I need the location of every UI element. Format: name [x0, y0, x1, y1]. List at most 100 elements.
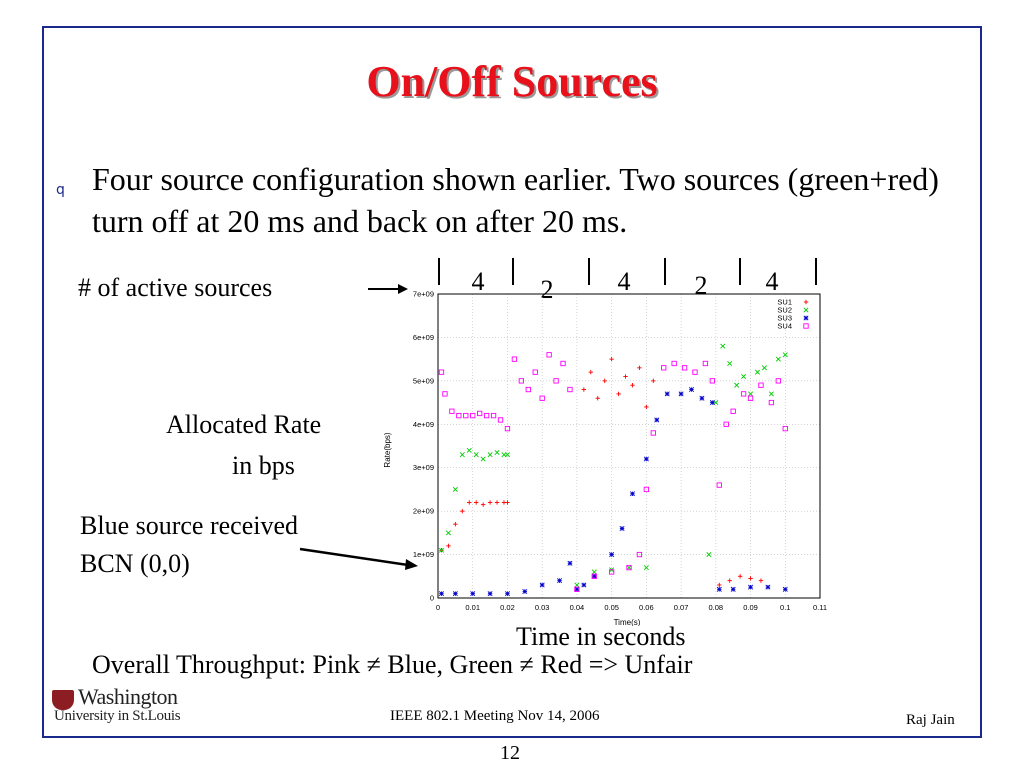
- legend-marker-su2: [803, 307, 809, 313]
- data-point-su4: [758, 382, 764, 388]
- data-point-su4: [702, 360, 709, 367]
- x-tick-label: 0.01: [465, 603, 480, 612]
- data-point-su1: [505, 500, 510, 505]
- blue-source-arrow-head: [405, 559, 418, 570]
- data-point-su4: [463, 412, 469, 419]
- data-point-su4: [567, 386, 573, 393]
- y-tick-label: 4e+09: [413, 420, 434, 429]
- y-tick-label: 7e+09: [413, 290, 434, 299]
- data-point-su2: [626, 565, 632, 571]
- data-point-su1: [453, 521, 458, 527]
- data-point-su3: [557, 578, 563, 584]
- data-point-su2: [487, 452, 493, 458]
- data-point-su4: [525, 386, 531, 393]
- x-tick-label: 0: [436, 603, 440, 612]
- university-crest-icon: [52, 690, 74, 710]
- blue-source-label-line1: Blue source received: [80, 511, 299, 540]
- data-point-su2: [748, 391, 754, 397]
- data-point-su3: [470, 591, 476, 597]
- data-point-su3: [438, 591, 444, 597]
- data-point-su3: [654, 417, 660, 423]
- y-tick-label: 0: [430, 594, 434, 603]
- allocated-rate-label-line1: Allocated Rate: [166, 410, 322, 439]
- data-point-su4: [553, 378, 559, 384]
- data-point-su3: [765, 584, 771, 590]
- x-tick-label: 0.1: [780, 603, 790, 612]
- x-tick-label: 0.05: [604, 603, 619, 612]
- data-point-su2: [591, 569, 597, 575]
- data-point-su4: [636, 551, 643, 558]
- data-point-su4: [626, 564, 632, 571]
- data-point-su2: [466, 447, 472, 453]
- data-point-su4: [740, 391, 747, 397]
- segment-count-5: 4: [765, 267, 779, 296]
- plot-border: [437, 293, 821, 599]
- data-point-su2: [438, 547, 444, 553]
- legend-marker-su4: [803, 323, 809, 329]
- data-point-su1: [644, 404, 649, 410]
- data-point-su1: [467, 500, 472, 505]
- data-point-su3: [574, 586, 580, 592]
- y-tick-label: 5e+09: [413, 376, 434, 385]
- data-point-su1: [616, 391, 621, 397]
- data-point-su1: [609, 356, 614, 362]
- segment-count-1: 4: [471, 267, 485, 296]
- data-point-su1: [460, 508, 465, 514]
- data-point-su1: [651, 378, 656, 384]
- data-point-su1: [446, 543, 451, 549]
- data-point-su1: [474, 500, 479, 505]
- active-sources-arrow-head: [398, 284, 408, 294]
- bullet-text: Four source configuration shown earlier.…: [92, 161, 939, 239]
- data-point-su4: [546, 352, 552, 358]
- university-logo: Washington University in St.Louis: [52, 684, 202, 732]
- x-tick-label: 0.09: [743, 603, 758, 612]
- logo-wordmark-line2: University in St.Louis: [54, 708, 181, 724]
- x-axis-label: Time(s): [614, 618, 641, 626]
- bullet-marker: q: [56, 182, 65, 198]
- x-tick-label: 0.03: [535, 603, 550, 612]
- data-point-su3: [748, 584, 754, 590]
- legend-label-su2: SU2: [777, 306, 792, 315]
- data-point-su4: [470, 412, 476, 419]
- series-su4: [438, 352, 788, 592]
- data-point-su4: [490, 412, 497, 419]
- rate-scatter-chart: 0 0.01 0.02 0.03 0.04 0.05 0.06 0.07 0.08 0.09 0.1…: [383, 290, 827, 627]
- data-point-su2: [706, 552, 712, 558]
- data-point-su1: [602, 378, 607, 384]
- data-point-su1: [637, 365, 642, 371]
- data-point-su4: [671, 360, 677, 367]
- y-tick-label: 3e+09: [413, 463, 434, 472]
- data-point-su4: [661, 365, 667, 371]
- segment-count-4: 2: [694, 271, 708, 300]
- data-point-su2: [761, 365, 767, 371]
- legend-label-su4: SU4: [777, 322, 792, 331]
- tick-labels: 0 0.01 0.02 0.03 0.04 0.05 0.06 0.07 0.08 0.09 0.1…: [413, 290, 827, 613]
- data-point-su3: [643, 456, 649, 462]
- data-point-su1: [623, 374, 628, 379]
- data-point-su2: [720, 343, 726, 349]
- data-point-su3: [522, 588, 528, 595]
- data-point-su1: [581, 387, 587, 392]
- data-point-su2: [741, 373, 747, 380]
- data-point-su4: [539, 395, 545, 401]
- segment-dividers: [438, 258, 817, 285]
- data-point-su1: [487, 500, 493, 505]
- data-point-su3: [487, 591, 493, 597]
- slide-title: On/Off Sources: [366, 57, 658, 106]
- data-point-su2: [504, 452, 510, 458]
- data-point-su2: [445, 530, 451, 536]
- segment-count-3: 4: [617, 267, 631, 296]
- x-tick-label: 0.06: [639, 603, 654, 612]
- data-point-su4: [768, 399, 775, 406]
- data-point-su4: [709, 378, 715, 384]
- data-point-su1: [758, 578, 764, 583]
- footer-author: Raj Jain: [906, 712, 955, 728]
- x-tick-label: 0.07: [674, 603, 689, 612]
- allocated-rate-label-line2: in bps: [232, 451, 295, 480]
- data-point-su1: [717, 582, 722, 588]
- data-point-su3: [678, 391, 684, 397]
- data-point-su2: [768, 391, 774, 397]
- data-point-su4: [716, 482, 722, 488]
- x-tick-label: 0.02: [500, 603, 515, 612]
